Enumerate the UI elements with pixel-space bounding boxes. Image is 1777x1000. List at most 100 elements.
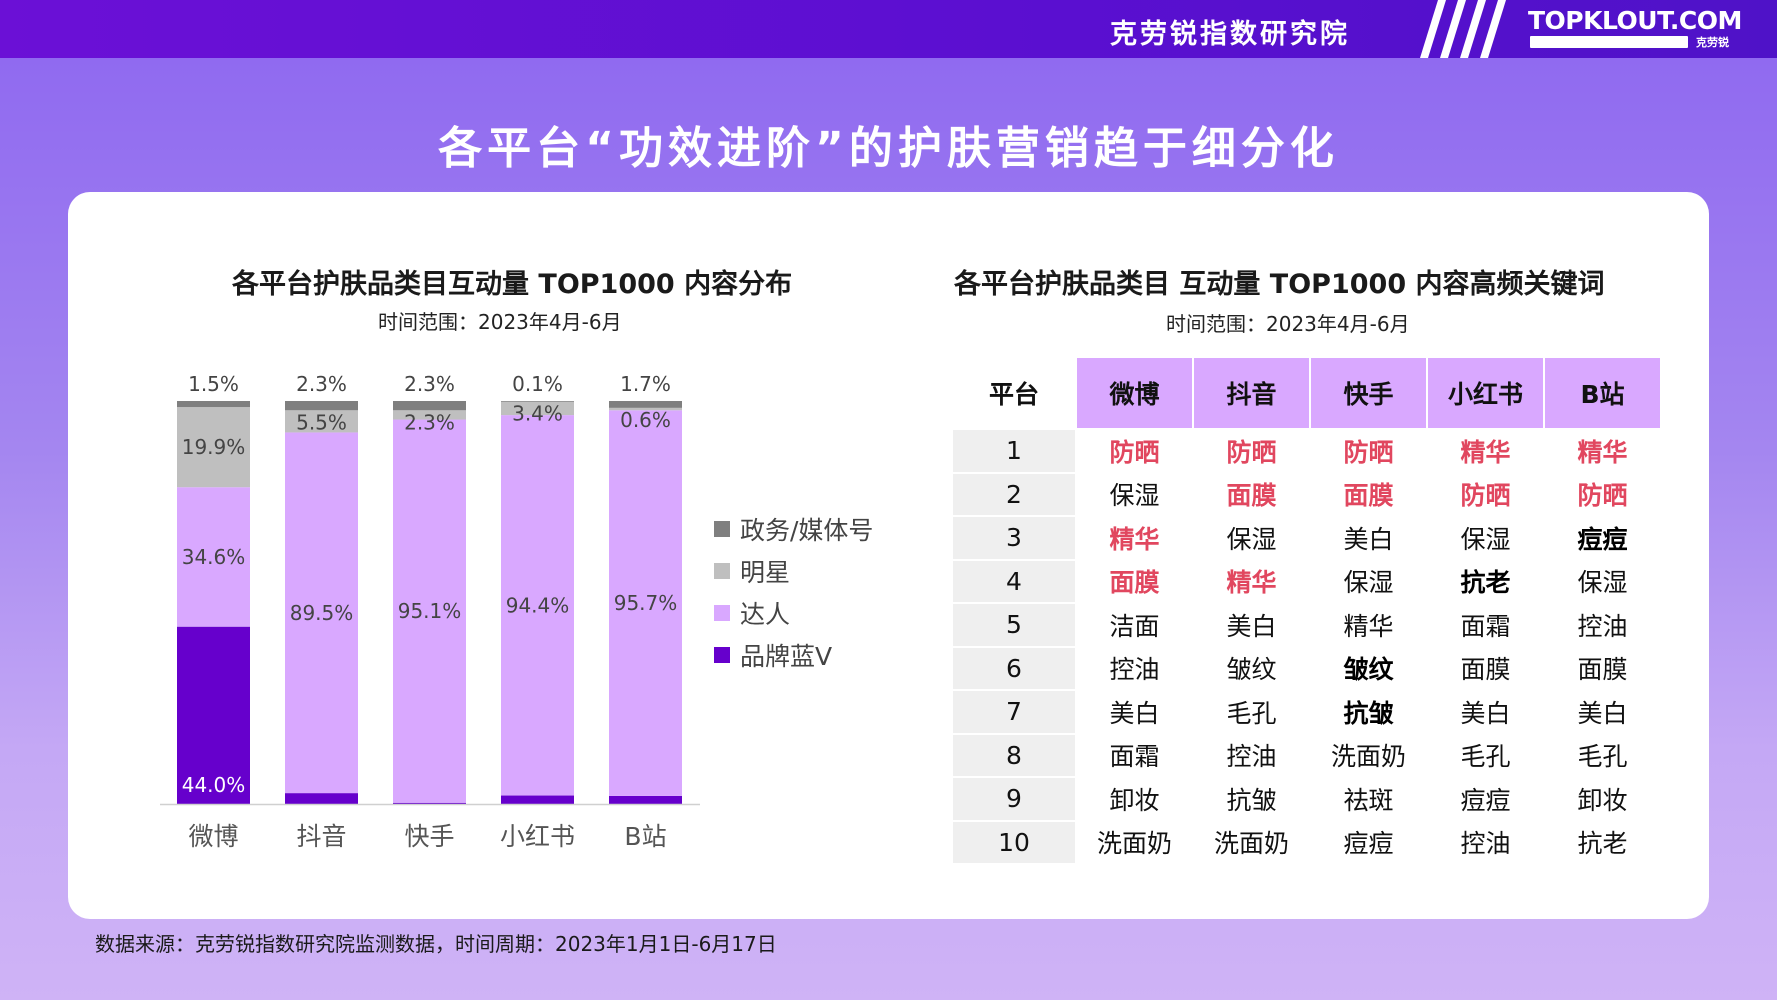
bar-segment [609, 795, 682, 804]
legend-item: 明星 [714, 550, 873, 592]
keyword-text: 保湿 [1226, 524, 1277, 554]
keyword-text: 皱纹 [1226, 655, 1277, 685]
keyword-cell: 保湿 [1545, 561, 1660, 603]
keyword-cell: 皱纹 [1311, 648, 1426, 690]
keyword-cell: 面膜 [1077, 561, 1192, 603]
legend-swatch [714, 521, 730, 537]
bar-segment [393, 410, 466, 420]
keyword-cell: 抗皱 [1194, 778, 1309, 820]
rank-cell: 10 [953, 821, 1075, 863]
keyword-cell: 洗面奶 [1194, 822, 1309, 864]
bar-segment [177, 487, 250, 627]
keyword-text: 洁面 [1109, 611, 1160, 641]
keyword-cell: 控油 [1428, 822, 1543, 864]
keyword-cell: 毛孔 [1428, 735, 1543, 777]
keyword-text: 面膜 [1460, 655, 1511, 685]
keyword-cell: 洗面奶 [1077, 822, 1192, 864]
keyword-text: 控油 [1226, 742, 1277, 772]
logo-cn: 克劳锐 [1696, 36, 1729, 49]
keyword-cell: 防晒 [1311, 430, 1426, 472]
bar-segment [393, 802, 466, 804]
keyword-text: 美白 [1109, 698, 1160, 728]
data-label: 94.4% [506, 593, 570, 617]
keyword-text: 保湿 [1109, 481, 1160, 511]
keyword-text: 面膜 [1109, 568, 1160, 598]
keyword-cell: 美白 [1077, 691, 1192, 733]
keyword-text: 控油 [1577, 611, 1628, 641]
keyword-cell: 卸妆 [1077, 778, 1192, 820]
keyword-cell: 痘痘 [1428, 778, 1543, 820]
keyword-cell: 精华 [1077, 517, 1192, 559]
keyword-cell: 精华 [1311, 604, 1426, 646]
category-label: 小红书 [500, 822, 575, 851]
keyword-cell: 抗老 [1428, 561, 1543, 603]
legend-label: 达人 [740, 600, 791, 629]
keyword-cell: 面霜 [1428, 604, 1543, 646]
rank-cell: 7 [953, 691, 1075, 733]
logo-tagline-bar [1530, 36, 1688, 48]
bar-segment [501, 401, 574, 402]
keyword-text: 美白 [1577, 698, 1628, 728]
bar-segment [177, 401, 250, 408]
bar-segment [609, 410, 682, 796]
table-row: 10 洗面奶 洗面奶 痘痘 控油 抗老 [953, 821, 1660, 864]
keyword-cell: 控油 [1545, 604, 1660, 646]
table-row: 4 面膜 精华 保湿 抗老 保湿 [953, 560, 1660, 603]
keyword-cell: 防晒 [1077, 430, 1192, 472]
keyword-text: 卸妆 [1109, 785, 1160, 815]
keyword-cell: 毛孔 [1545, 735, 1660, 777]
category-label: 微博 [188, 822, 238, 851]
data-label: 1.5% [188, 372, 239, 396]
keyword-text: 毛孔 [1226, 698, 1277, 728]
legend-label: 品牌蓝V [740, 642, 833, 671]
legend-item: 政务/媒体号 [714, 508, 873, 550]
table-row: 7 美白 毛孔 抗皱 美白 美白 [953, 691, 1660, 733]
keyword-cell: 痘痘 [1311, 822, 1426, 864]
keyword-text: 保湿 [1577, 568, 1628, 598]
rank-cell: 4 [953, 560, 1075, 602]
keyword-text: 面膜 [1577, 655, 1628, 685]
keyword-cell: 美白 [1428, 691, 1543, 733]
keyword-text: 面霜 [1109, 742, 1160, 772]
keyword-cell: 保湿 [1428, 517, 1543, 559]
keyword-cell: 面膜 [1311, 474, 1426, 516]
keyword-cell: 控油 [1194, 735, 1309, 777]
keyword-cell: 美白 [1545, 691, 1660, 733]
keyword-text: 美白 [1226, 611, 1277, 641]
keyword-text: 防晒 [1577, 481, 1628, 511]
keyword-cell: 毛孔 [1194, 691, 1309, 733]
data-label: 3.4% [512, 401, 563, 425]
platform-col-xiaohongshu: 小红书 [1428, 358, 1543, 428]
rank-cell: 6 [953, 647, 1075, 689]
chart-legend: 政务/媒体号明星达人品牌蓝V [714, 508, 873, 676]
keyword-cell: 抗皱 [1311, 691, 1426, 733]
keyword-table: 平台 微博 抖音 快手 小红书 B站 1 防晒 防晒 防晒 精华 精华 2 保湿 面膜 面膜 防晒防… [951, 356, 1662, 865]
keyword-cell: 抗老 [1545, 822, 1660, 864]
table-subtitle: 时间范围：2023年4月-6月 [1166, 312, 1410, 336]
keyword-cell: 面膜 [1545, 648, 1660, 690]
platform-col-bilibili: B站 [1545, 358, 1660, 428]
legend-label: 政务/媒体号 [740, 516, 874, 545]
category-label: B站 [624, 822, 666, 851]
bar-segment [285, 410, 358, 433]
keyword-cell: 精华 [1194, 561, 1309, 603]
platform-col-weibo: 微博 [1077, 358, 1192, 428]
bar-segment [285, 793, 358, 804]
keyword-text: 精华 [1109, 524, 1160, 554]
category-label: 抖音 [296, 822, 346, 851]
bar-segment [177, 626, 250, 804]
keyword-text: 保湿 [1460, 524, 1511, 554]
rank-cell: 9 [953, 778, 1075, 820]
bar-segment [285, 401, 358, 411]
keyword-cell: 痘痘 [1545, 517, 1660, 559]
keyword-text: 抗皱 [1343, 698, 1394, 728]
keyword-text: 防晒 [1343, 437, 1394, 467]
data-label: 95.7% [614, 591, 678, 615]
keyword-text: 毛孔 [1460, 742, 1511, 772]
keyword-cell: 防晒 [1428, 474, 1543, 516]
keyword-text: 防晒 [1109, 437, 1160, 467]
table-row: 5 洁面 美白 精华 面霜 控油 [953, 604, 1660, 646]
keyword-text: 祛斑 [1343, 785, 1394, 815]
logo-stripes-icon [1420, 0, 1506, 58]
keyword-text: 洗面奶 [1330, 742, 1406, 772]
